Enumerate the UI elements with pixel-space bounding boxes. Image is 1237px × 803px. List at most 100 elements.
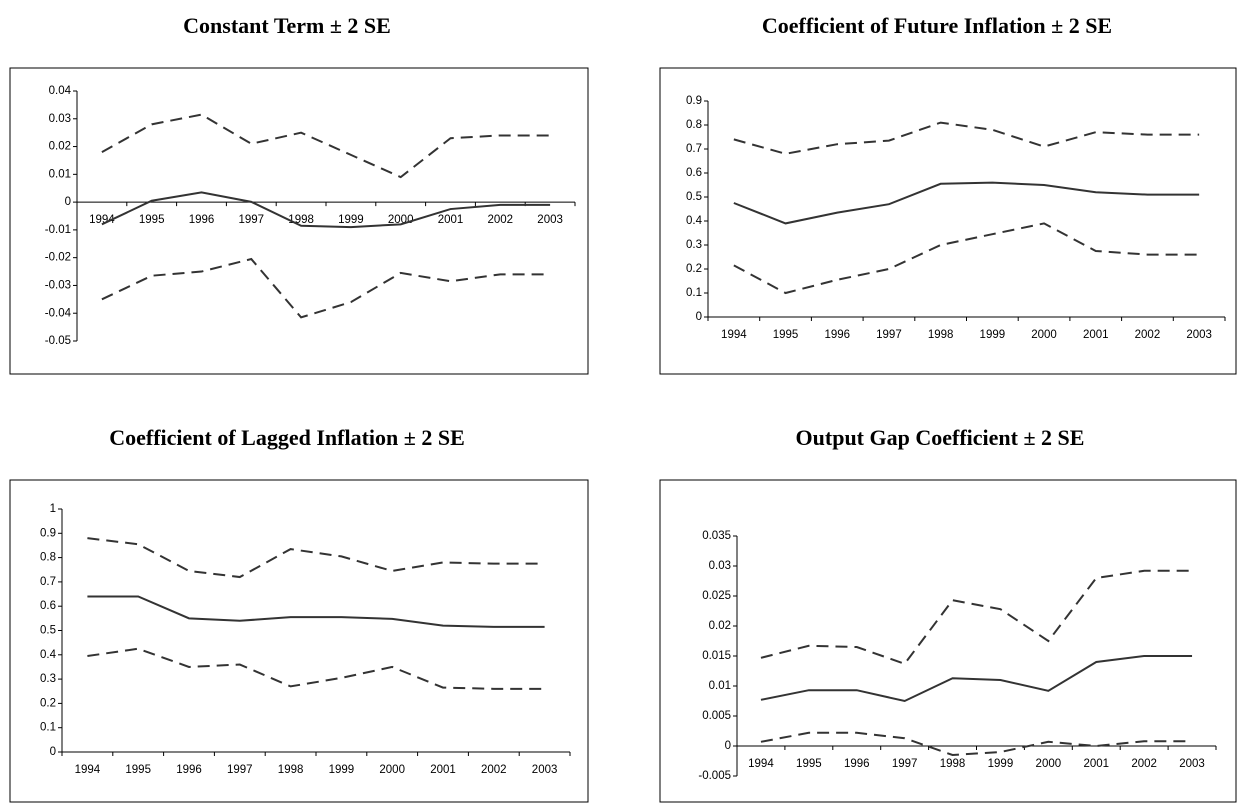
x-tick-label: 1999 <box>338 214 364 226</box>
y-tick-label: -0.01 <box>45 224 71 236</box>
series-line <box>733 222 1200 295</box>
y-tick-label: 0.03 <box>709 560 731 572</box>
y-tick-label: 0.7 <box>686 143 702 155</box>
x-tick-label: 2003 <box>537 214 563 226</box>
y-tick-label: 0 <box>696 311 702 323</box>
x-tick-label: 2002 <box>488 214 514 226</box>
y-tick-label: 0.5 <box>686 191 702 203</box>
series-line <box>760 655 1193 703</box>
x-tick-label: 2001 <box>1083 329 1109 341</box>
x-tick-label: 2001 <box>430 764 456 776</box>
chart-title: Output Gap Coefficient ± 2 SE <box>796 425 1085 450</box>
x-tick-label: 1996 <box>176 764 202 776</box>
y-tick-label: 0 <box>725 740 731 752</box>
x-tick-label: 1998 <box>278 764 304 776</box>
x-tick-label: 1998 <box>928 329 954 341</box>
x-tick-label: 1994 <box>89 214 115 226</box>
x-tick-label: 2003 <box>532 764 558 776</box>
y-tick-label: -0.02 <box>45 252 71 264</box>
chart-title: Coefficient of Future Inflation ± 2 SE <box>762 13 1112 38</box>
x-tick-label: 2002 <box>1135 329 1161 341</box>
x-tick-label: 2001 <box>1083 758 1109 770</box>
x-tick-label: 1994 <box>75 764 101 776</box>
x-tick-label: 1997 <box>876 329 902 341</box>
y-tick-label: -0.005 <box>698 770 731 782</box>
x-tick-label: 1995 <box>139 214 165 226</box>
y-tick-label: 0.5 <box>40 625 56 637</box>
series-line <box>101 257 551 319</box>
x-tick-label: 1998 <box>288 214 314 226</box>
series-line <box>733 121 1200 155</box>
x-tick-label: 2003 <box>1186 329 1212 341</box>
y-tick-label: -0.04 <box>45 307 72 319</box>
y-tick-label: 0.6 <box>686 167 702 179</box>
y-tick-label: 0.015 <box>702 650 731 662</box>
panel-frame <box>659 67 1237 375</box>
y-tick-label: -0.05 <box>45 335 71 347</box>
x-tick-label: 1994 <box>748 758 774 770</box>
y-tick-label: 0.3 <box>686 239 702 251</box>
x-tick-label: 1995 <box>125 764 151 776</box>
x-tick-label: 2000 <box>1036 758 1062 770</box>
y-tick-label: 0.1 <box>686 287 702 299</box>
x-tick-label: 1996 <box>844 758 870 770</box>
series-line <box>760 569 1193 665</box>
y-tick-label: 0 <box>50 746 56 758</box>
series-line <box>87 647 545 690</box>
chart-title: Coefficient of Lagged Inflation ± 2 SE <box>109 425 465 450</box>
x-tick-label: 2002 <box>1131 758 1157 770</box>
x-tick-label: 2000 <box>379 764 405 776</box>
series-line <box>101 113 551 179</box>
panel-frame <box>659 479 1237 803</box>
panel-frame <box>9 67 589 375</box>
y-tick-label: 0.04 <box>49 85 72 97</box>
series-line <box>87 595 545 628</box>
y-tick-label: 0.9 <box>40 527 56 539</box>
y-tick-label: 0.01 <box>49 168 71 180</box>
y-tick-label: 0.6 <box>40 600 56 612</box>
x-tick-label: 1994 <box>721 329 747 341</box>
x-tick-label: 2000 <box>1031 329 1057 341</box>
x-tick-label: 1999 <box>988 758 1014 770</box>
y-tick-label: 0.01 <box>709 680 731 692</box>
y-tick-label: -0.03 <box>45 279 71 291</box>
x-tick-label: 1995 <box>773 329 799 341</box>
x-tick-label: 1997 <box>892 758 918 770</box>
y-tick-label: 0.02 <box>709 620 731 632</box>
x-tick-label: 1999 <box>980 329 1006 341</box>
series-line <box>760 731 1193 757</box>
y-tick-label: 0.2 <box>40 697 56 709</box>
y-tick-label: 0.2 <box>686 263 702 275</box>
y-tick-label: 0.9 <box>686 95 702 107</box>
x-tick-label: 2003 <box>1179 758 1205 770</box>
y-tick-label: 0.025 <box>702 590 731 602</box>
y-tick-label: 0.02 <box>49 141 71 153</box>
y-tick-label: 0.4 <box>686 215 703 227</box>
y-tick-label: 0.03 <box>49 113 71 125</box>
panel-frame <box>9 479 589 803</box>
series-line <box>733 181 1200 225</box>
x-tick-label: 1998 <box>940 758 966 770</box>
x-tick-label: 1996 <box>189 214 215 226</box>
y-tick-label: 0.005 <box>702 710 731 722</box>
y-tick-label: 0.035 <box>702 530 731 542</box>
x-tick-label: 1999 <box>329 764 355 776</box>
y-tick-label: 0.8 <box>40 552 56 564</box>
y-tick-label: 0.8 <box>686 119 702 131</box>
x-tick-label: 2001 <box>438 214 464 226</box>
y-tick-label: 0.4 <box>40 649 57 661</box>
chart-title: Constant Term ± 2 SE <box>183 13 391 38</box>
series-line <box>101 191 551 229</box>
y-tick-label: 0 <box>65 196 71 208</box>
series-line <box>87 537 545 579</box>
y-tick-label: 0.1 <box>40 722 56 734</box>
x-tick-label: 1996 <box>824 329 850 341</box>
x-tick-label: 1997 <box>227 764 253 776</box>
x-tick-label: 2002 <box>481 764 507 776</box>
y-tick-label: 0.7 <box>40 576 56 588</box>
y-tick-label: 0.3 <box>40 673 56 685</box>
y-tick-label: 1 <box>50 503 56 515</box>
x-tick-label: 1997 <box>239 214 265 226</box>
